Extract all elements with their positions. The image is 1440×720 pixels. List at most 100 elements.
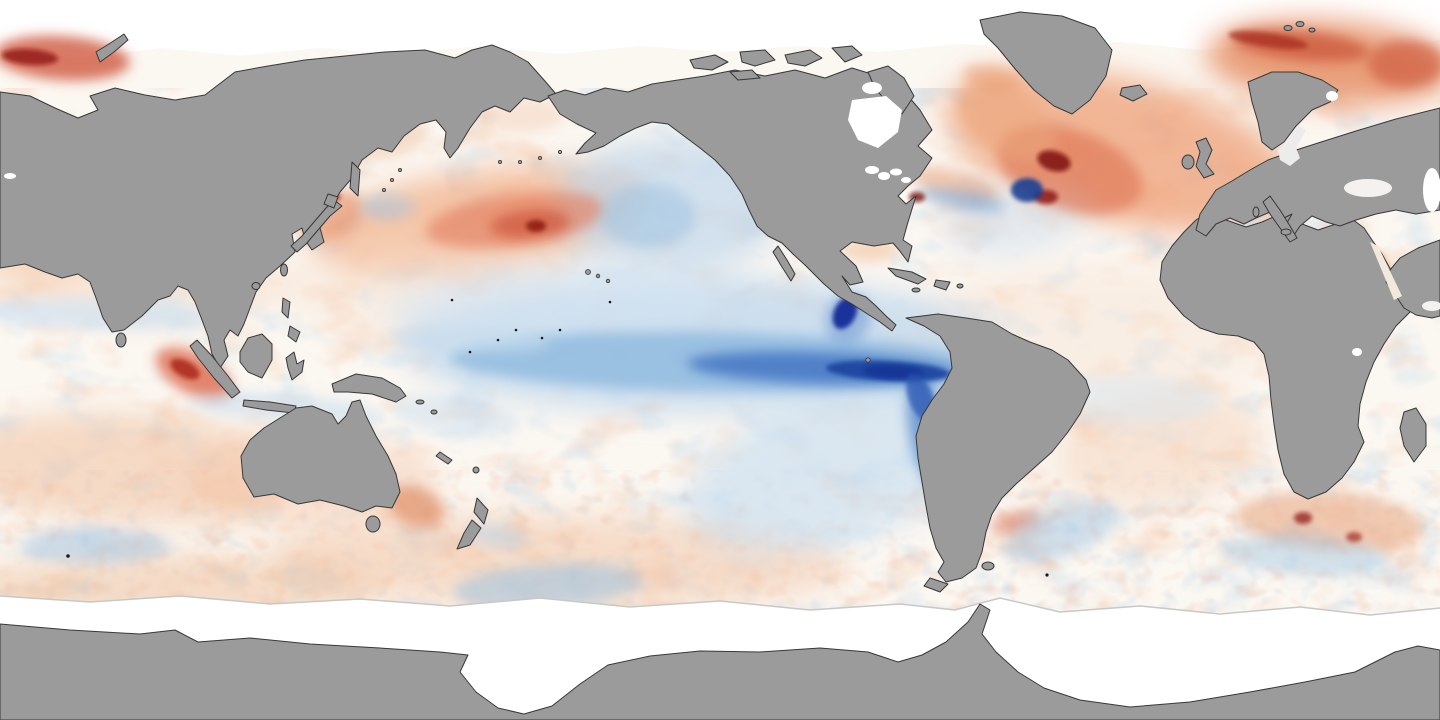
island-new-caledonia — [435, 451, 453, 465]
black-sea — [1344, 179, 1392, 197]
island-fiji — [472, 466, 480, 474]
island-aleutian-2 — [538, 155, 543, 160]
agulhas-red-spot-2 — [1346, 532, 1362, 542]
island-hokkaido — [323, 193, 339, 209]
new-zealand-east-cold — [465, 522, 529, 550]
island-falklands — [981, 561, 995, 571]
atoll-dot-2 — [496, 338, 500, 342]
landmass-australia — [240, 399, 401, 513]
white-sea — [1326, 91, 1338, 101]
island-arctic-canada-2 — [739, 49, 776, 67]
island-aleutian-3 — [518, 159, 523, 164]
galapagos-cold-dark — [863, 364, 923, 380]
island-hawaii-1 — [585, 269, 591, 275]
island-kerguelen — [66, 554, 70, 558]
island-arctic-canada-4 — [831, 45, 863, 63]
island-svalbard-3 — [1308, 27, 1316, 33]
island-iceland — [1119, 84, 1148, 102]
island-sakhalin — [349, 161, 361, 197]
island-hainan — [251, 282, 261, 290]
north-pacific-warm-spot — [526, 220, 546, 232]
landmass-greenland — [979, 11, 1113, 115]
great-lake-1 — [865, 166, 879, 174]
island-arctic-canada-3 — [784, 49, 823, 67]
island-south-georgia — [1045, 573, 1049, 577]
small-island-layer — [66, 149, 1049, 577]
island-sumatra — [189, 339, 241, 399]
lake-balkhash — [4, 173, 16, 179]
island-kuril-3 — [381, 187, 386, 192]
island-taiwan — [280, 263, 288, 277]
peninsula-baja-california — [772, 245, 796, 282]
island-sicily — [1280, 228, 1292, 236]
island-jamaica — [911, 287, 921, 293]
island-novaya-zemlya — [95, 33, 129, 63]
island-arctic-canada-5 — [729, 69, 761, 81]
kara-sea-red-core — [2, 48, 58, 66]
landmass-europe — [1195, 107, 1440, 239]
great-lake-2 — [878, 172, 890, 180]
norwegian-sea-warm-edge — [1368, 40, 1440, 88]
southern-ocean-cold-3 — [1220, 535, 1390, 577]
caspian-sea — [1423, 168, 1440, 212]
island-sardinia — [1252, 206, 1260, 218]
northwest-atlantic-cold-streak — [917, 187, 1007, 213]
island-tasmania — [365, 515, 381, 533]
island-great-britain — [1195, 137, 1215, 179]
landmass-siberia-asia — [0, 44, 557, 369]
southwest-atlantic-cold-eddies — [1004, 500, 1120, 564]
island-aleutian-1 — [558, 149, 563, 154]
great-lake-3 — [890, 168, 902, 176]
island-tierra-del-fuego — [923, 577, 949, 593]
northeast-pacific-cold-2 — [600, 184, 696, 248]
atoll-dot-7 — [608, 300, 612, 304]
foxe-basin — [862, 82, 882, 94]
island-new-guinea — [331, 373, 407, 403]
landmass-north-america — [547, 67, 933, 332]
atoll-dot-4 — [540, 336, 544, 340]
indian-ocean-dipole-core — [170, 358, 200, 380]
central-north-pacific-pale-cold — [380, 257, 740, 337]
island-svalbard-1 — [1283, 25, 1293, 31]
island-hawaii-3 — [605, 278, 611, 284]
atoll-dot-1 — [468, 350, 472, 354]
island-arctic-canada-1 — [689, 54, 729, 71]
baltic-sea — [1278, 126, 1306, 166]
island-solomons — [415, 399, 425, 405]
antarctic-ice-edge — [0, 595, 1440, 616]
island-hispaniola — [933, 279, 951, 291]
agulhas-red-spot-1 — [1294, 512, 1312, 524]
svalbard-red-streak — [1228, 31, 1308, 49]
inland-water-layer — [4, 82, 1440, 356]
hudson-bay — [848, 96, 902, 148]
atoll-dot-3 — [514, 328, 518, 332]
west-pacific-cold-band — [390, 327, 550, 353]
kuril-cold-patch — [360, 194, 416, 220]
island-kuril-2 — [389, 177, 394, 182]
tehuantepec-cold-dark — [832, 296, 858, 330]
red-sea — [1370, 242, 1402, 300]
great-lake-4 — [901, 177, 911, 183]
landmass-africa — [1159, 211, 1422, 500]
island-new-zealand-north — [473, 497, 489, 525]
island-madagascar — [1399, 407, 1427, 463]
southern-ocean-cold-2 — [453, 563, 643, 609]
island-kuril-1 — [397, 167, 402, 172]
island-hawaii-2 — [595, 273, 601, 279]
atoll-dot-5 — [558, 328, 562, 332]
landmass-antarctica — [0, 603, 1440, 720]
kara-sea-warm — [0, 35, 130, 81]
atoll-dot-6 — [450, 298, 454, 302]
baffin-warm — [962, 64, 1022, 92]
island-cuba — [887, 267, 927, 285]
persian-gulf — [1422, 301, 1440, 311]
island-mindanao — [287, 325, 301, 343]
landmass-south-america — [905, 313, 1091, 583]
land-layer — [0, 11, 1440, 720]
island-new-zealand-south — [456, 519, 482, 550]
island-luzon — [281, 297, 291, 319]
island-aleutian-4 — [497, 159, 502, 164]
island-galapagos — [865, 357, 871, 363]
